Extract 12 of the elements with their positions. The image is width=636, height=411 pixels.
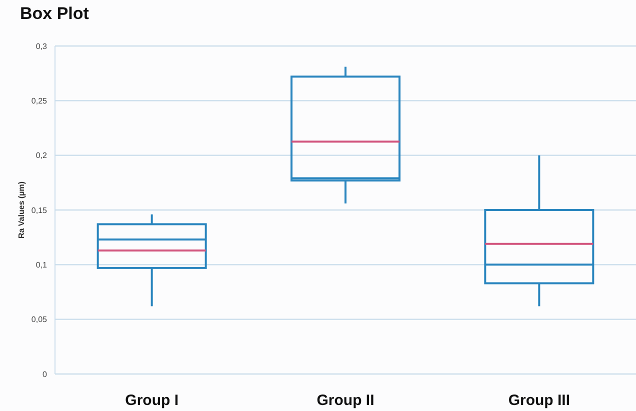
- y-axis-title: Ra Values (µm): [17, 181, 26, 239]
- y-tick-label: 0,25: [31, 96, 48, 106]
- x-tick-label: Group III: [508, 392, 570, 409]
- y-tick-label: 0,1: [36, 260, 48, 270]
- y-tick-label: 0: [42, 370, 48, 379]
- y-tick-label: 0,15: [31, 206, 48, 215]
- y-tick-label: 0,2: [36, 151, 48, 160]
- y-tick-label: 0,3: [36, 42, 48, 51]
- y-tick-label: 0,05: [31, 315, 48, 324]
- chart-title: Box Plot: [20, 4, 90, 23]
- x-tick-label: Group I: [125, 392, 178, 409]
- x-tick-label: Group II: [316, 392, 374, 409]
